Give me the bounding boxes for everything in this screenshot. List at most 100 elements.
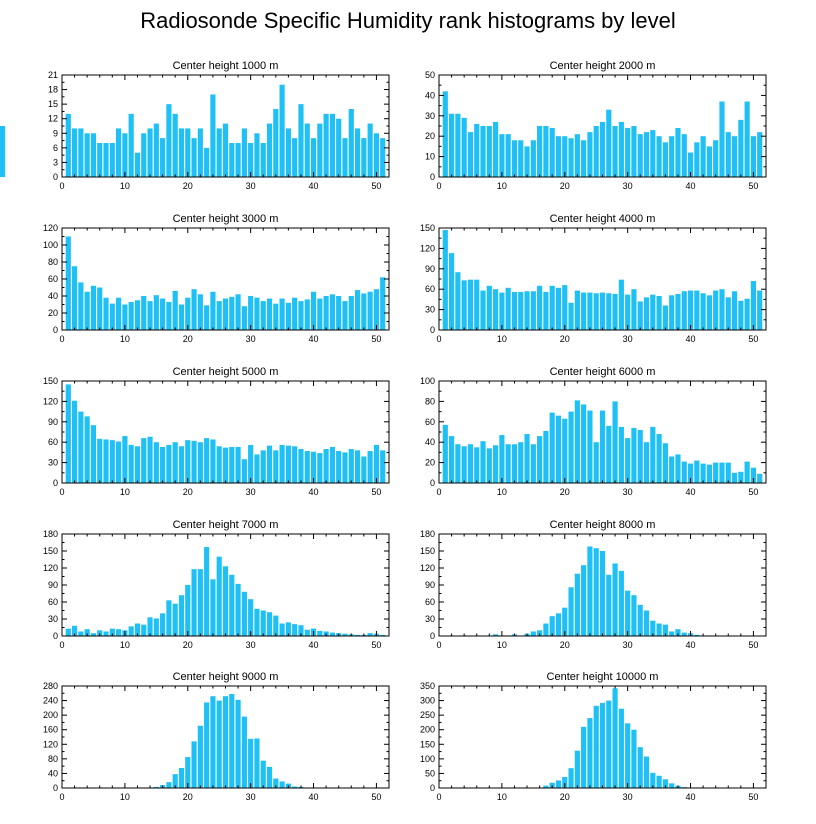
y-tick-label: 40	[48, 291, 58, 301]
histogram-bar	[185, 128, 191, 177]
chart-panel: Center height 6000 m 0 10 20 30 40 50 0 20 40 60 80…	[420, 366, 767, 497]
histogram-bar	[216, 700, 222, 788]
y-tick-label: 20	[425, 458, 435, 468]
histogram-bar	[367, 451, 373, 483]
histogram-bar	[147, 128, 153, 177]
x-tick-label: 0	[59, 181, 64, 191]
histogram-bar	[197, 569, 203, 636]
histogram-bar	[141, 438, 147, 483]
histogram-bar	[442, 230, 448, 330]
histogram-bar	[204, 147, 210, 177]
histogram-bar	[486, 448, 492, 483]
histogram-bar	[713, 462, 719, 483]
histogram-bar	[505, 444, 511, 483]
histogram-bar	[310, 451, 317, 483]
histogram-bar	[625, 294, 631, 330]
histogram-bar	[593, 705, 599, 788]
x-tick-label: 10	[120, 792, 130, 802]
histogram-bar	[210, 291, 216, 330]
histogram-bar	[342, 452, 348, 483]
y-tick-label: 0	[430, 783, 435, 793]
y-tick-label: 0	[430, 325, 435, 335]
histogram-bar	[298, 625, 304, 636]
histogram-bar	[235, 699, 241, 788]
x-tick-label: 10	[120, 640, 130, 650]
histogram-bar	[241, 306, 247, 330]
histogram-bar	[166, 444, 172, 483]
histogram-bar	[757, 290, 763, 330]
histogram-bar	[380, 138, 386, 177]
histogram-bar	[631, 427, 637, 483]
histogram-bar	[493, 634, 499, 636]
histogram-bar	[172, 774, 178, 788]
histogram-bar	[587, 292, 593, 330]
histogram-bar	[279, 444, 285, 483]
histogram-bar	[254, 608, 260, 636]
histogram-bar	[744, 461, 750, 483]
histogram-bar	[562, 607, 568, 636]
histogram-bar	[65, 384, 71, 483]
histogram-bar	[499, 435, 505, 483]
histogram-bar	[593, 548, 599, 636]
y-tick-label: 60	[48, 437, 58, 447]
histogram-bar	[480, 290, 486, 330]
x-tick-label: 50	[371, 792, 381, 802]
histogram-bar	[713, 290, 719, 330]
histogram-bar	[574, 290, 580, 330]
histogram-bar	[480, 441, 486, 483]
histogram-bar	[248, 296, 254, 330]
histogram-bar	[329, 446, 335, 483]
y-tick-label: 40	[425, 90, 435, 100]
histogram-bar	[669, 136, 675, 177]
histogram-bar	[65, 236, 71, 330]
histogram-bar	[493, 289, 499, 330]
y-tick-label: 30	[48, 458, 58, 468]
histogram-bar	[84, 416, 90, 483]
histogram-bar	[650, 294, 656, 330]
histogram-bar	[618, 121, 624, 177]
histogram-bar	[656, 775, 662, 788]
histogram-bar	[700, 293, 706, 330]
histogram-bar	[292, 446, 298, 483]
x-tick-label: 30	[623, 640, 633, 650]
histogram-bar	[543, 126, 549, 177]
histogram-bar	[555, 780, 562, 788]
y-tick-label: 30	[425, 305, 435, 315]
histogram-bar	[141, 133, 147, 177]
histogram-bar	[147, 301, 153, 330]
histogram-bar	[380, 450, 386, 483]
x-tick-label: 0	[59, 334, 64, 344]
histogram-bar	[292, 624, 298, 636]
histogram-bar	[72, 266, 78, 330]
histogram-bar	[669, 456, 675, 483]
histogram-bar	[116, 441, 122, 483]
histogram-bar	[549, 782, 555, 788]
histogram-bar	[518, 442, 524, 483]
x-tick-label: 30	[623, 334, 633, 344]
histogram-bar	[731, 136, 738, 177]
histogram-bar	[229, 143, 235, 177]
histogram-bar	[222, 298, 229, 330]
x-tick-label: 40	[686, 334, 696, 344]
histogram-bar	[625, 723, 631, 788]
x-tick-label: 0	[436, 181, 441, 191]
histogram-bar	[103, 297, 109, 330]
histogram-bar	[562, 776, 568, 788]
histogram-bar	[637, 604, 643, 636]
histogram-bar	[323, 296, 329, 330]
histogram-bar	[581, 140, 587, 177]
histogram-bar	[72, 128, 78, 177]
y-tick-label: 0	[53, 783, 58, 793]
histogram-bar	[675, 128, 681, 177]
histogram-bar	[700, 136, 706, 177]
histogram-bar	[499, 292, 505, 330]
histogram-bar	[128, 113, 134, 177]
x-tick-label: 20	[560, 487, 570, 497]
histogram-bar	[354, 634, 361, 636]
histogram-bar	[631, 595, 637, 636]
histogram-bar	[103, 439, 109, 483]
y-tick-label: 150	[43, 376, 58, 386]
histogram-bar	[153, 123, 159, 177]
histogram-bar	[662, 624, 668, 636]
